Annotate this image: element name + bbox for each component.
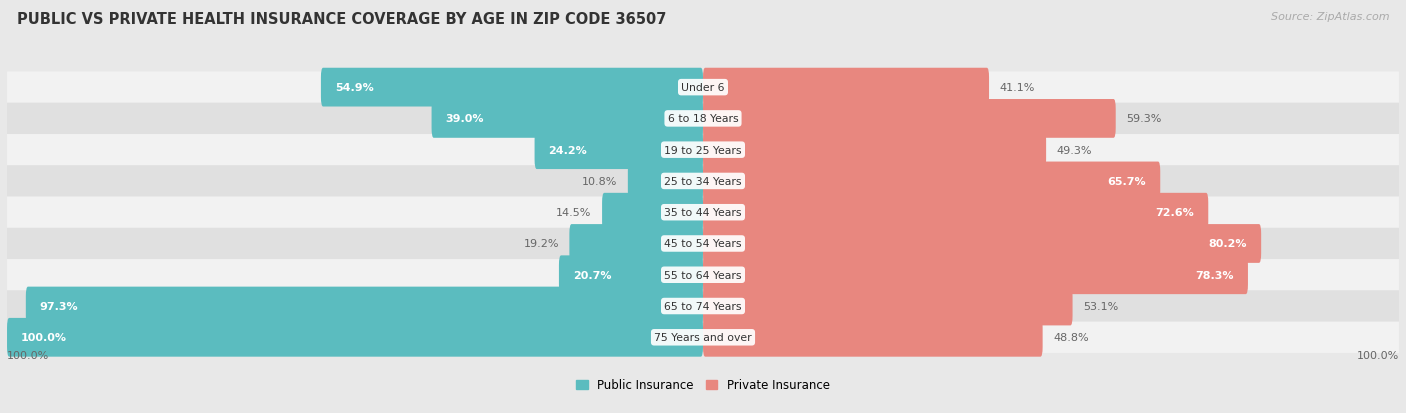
Text: 48.8%: 48.8% (1053, 332, 1088, 342)
Text: 100.0%: 100.0% (7, 351, 49, 361)
FancyBboxPatch shape (7, 104, 1399, 135)
Text: 19 to 25 Years: 19 to 25 Years (664, 145, 742, 155)
FancyBboxPatch shape (703, 287, 1073, 325)
Text: 49.3%: 49.3% (1056, 145, 1092, 155)
FancyBboxPatch shape (7, 72, 1399, 104)
Text: 80.2%: 80.2% (1209, 239, 1247, 249)
FancyBboxPatch shape (703, 193, 1208, 232)
Text: 78.3%: 78.3% (1195, 270, 1234, 280)
FancyBboxPatch shape (7, 166, 1399, 197)
Text: 100.0%: 100.0% (1357, 351, 1399, 361)
Text: 19.2%: 19.2% (523, 239, 560, 249)
Text: 100.0%: 100.0% (21, 332, 67, 342)
Text: 35 to 44 Years: 35 to 44 Years (664, 208, 742, 218)
Legend: Public Insurance, Private Insurance: Public Insurance, Private Insurance (576, 379, 830, 392)
Text: 75 Years and over: 75 Years and over (654, 332, 752, 342)
Text: 25 to 34 Years: 25 to 34 Years (664, 176, 742, 187)
FancyBboxPatch shape (7, 228, 1399, 259)
Text: 14.5%: 14.5% (557, 208, 592, 218)
Text: 53.1%: 53.1% (1083, 301, 1118, 311)
Text: 10.8%: 10.8% (582, 176, 617, 187)
Text: 24.2%: 24.2% (548, 145, 588, 155)
Text: 20.7%: 20.7% (572, 270, 612, 280)
FancyBboxPatch shape (703, 100, 1116, 138)
FancyBboxPatch shape (703, 162, 1160, 201)
Text: Under 6: Under 6 (682, 83, 724, 93)
FancyBboxPatch shape (7, 318, 703, 357)
Text: 41.1%: 41.1% (1000, 83, 1035, 93)
FancyBboxPatch shape (7, 197, 1399, 228)
FancyBboxPatch shape (7, 135, 1399, 166)
Text: 55 to 64 Years: 55 to 64 Years (664, 270, 742, 280)
FancyBboxPatch shape (703, 131, 1046, 170)
FancyBboxPatch shape (703, 69, 988, 107)
Text: 65.7%: 65.7% (1108, 176, 1146, 187)
FancyBboxPatch shape (703, 256, 1249, 294)
FancyBboxPatch shape (432, 100, 703, 138)
Text: 39.0%: 39.0% (446, 114, 484, 124)
FancyBboxPatch shape (703, 225, 1261, 263)
Text: Source: ZipAtlas.com: Source: ZipAtlas.com (1271, 12, 1389, 22)
Text: 59.3%: 59.3% (1126, 114, 1161, 124)
Text: PUBLIC VS PRIVATE HEALTH INSURANCE COVERAGE BY AGE IN ZIP CODE 36507: PUBLIC VS PRIVATE HEALTH INSURANCE COVER… (17, 12, 666, 27)
Text: 65 to 74 Years: 65 to 74 Years (664, 301, 742, 311)
FancyBboxPatch shape (560, 256, 703, 294)
FancyBboxPatch shape (628, 162, 703, 201)
FancyBboxPatch shape (25, 287, 703, 325)
Text: 54.9%: 54.9% (335, 83, 374, 93)
Text: 72.6%: 72.6% (1156, 208, 1194, 218)
FancyBboxPatch shape (7, 322, 1399, 353)
Text: 45 to 54 Years: 45 to 54 Years (664, 239, 742, 249)
Text: 97.3%: 97.3% (39, 301, 79, 311)
FancyBboxPatch shape (321, 69, 703, 107)
FancyBboxPatch shape (7, 259, 1399, 291)
FancyBboxPatch shape (569, 225, 703, 263)
FancyBboxPatch shape (703, 318, 1043, 357)
FancyBboxPatch shape (534, 131, 703, 170)
FancyBboxPatch shape (602, 193, 703, 232)
Text: 6 to 18 Years: 6 to 18 Years (668, 114, 738, 124)
FancyBboxPatch shape (7, 291, 1399, 322)
